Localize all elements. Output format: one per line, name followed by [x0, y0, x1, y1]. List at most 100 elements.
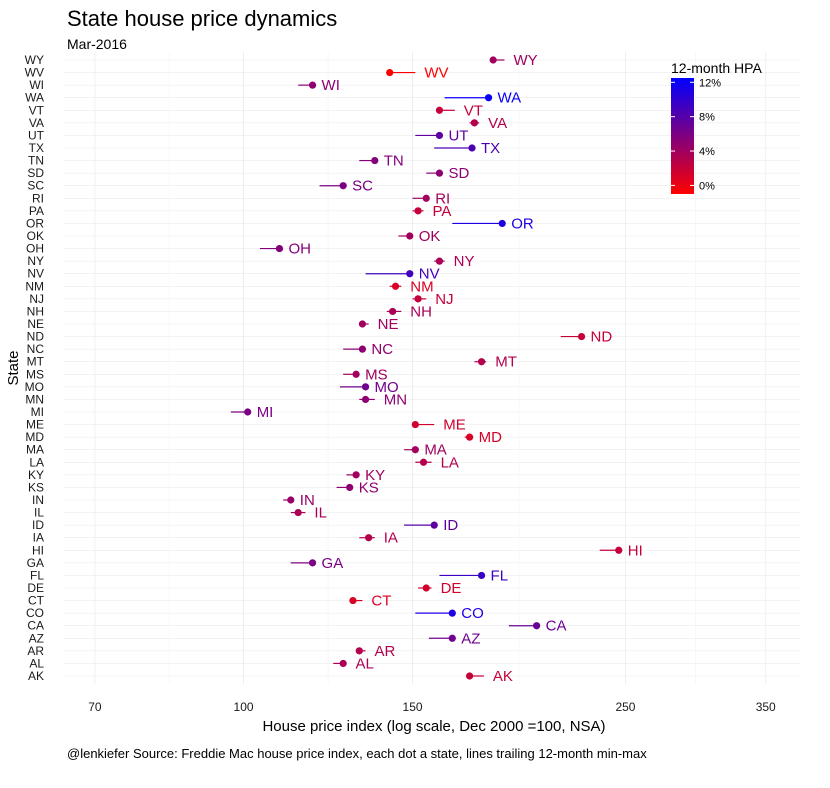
dot-co [448, 609, 456, 617]
y-tick-ms: MS [26, 367, 44, 381]
y-tick-nj: NJ [29, 292, 44, 306]
y-tick-ak: AK [28, 669, 44, 683]
legend-tick-label: 8% [699, 112, 715, 124]
dot-ms [352, 370, 360, 378]
dot-label-ga: GA [322, 555, 344, 572]
dot-label-de: DE [441, 580, 462, 597]
dot-label-vt: VT [464, 102, 483, 119]
dot-label-wi: WI [322, 77, 340, 94]
dot-label-ne: NE [378, 316, 399, 333]
y-tick-nv: NV [27, 267, 44, 281]
y-tick-ks: KS [28, 480, 44, 494]
dot-de [422, 584, 430, 592]
x-tick-350: 350 [756, 700, 776, 714]
y-tick-tn: TN [28, 154, 44, 168]
y-tick-mi: MI [31, 405, 44, 419]
y-tick-pa: PA [29, 204, 44, 218]
y-tick-ia: IA [33, 531, 44, 545]
dot-label-md: MD [479, 429, 502, 446]
dot-label-ny: NY [454, 253, 475, 270]
dot-ut [435, 131, 444, 140]
dot-label-wy: WY [513, 52, 537, 69]
y-tick-ky: KY [28, 468, 44, 482]
legend-color-bar [671, 78, 694, 194]
dot-az [448, 634, 456, 642]
x-axis-title: House price index (log scale, Dec 2000 =… [262, 718, 605, 735]
y-axis-title: State [5, 350, 22, 385]
dot-nh [389, 307, 397, 316]
dot-wy [489, 56, 497, 64]
dot-il [294, 508, 302, 517]
dot-label-ky: KY [365, 467, 385, 484]
y-tick-wa: WA [25, 91, 44, 105]
y-tick-al: AL [29, 656, 44, 670]
dot-tn [371, 156, 379, 165]
dot-ak [466, 672, 474, 680]
dot-label-pa: PA [433, 203, 452, 220]
dot-label-ms: MS [365, 366, 388, 383]
dot-layer [244, 56, 623, 680]
dot-in [287, 496, 295, 504]
dot-tx [468, 144, 476, 152]
dot-label-or: OR [511, 215, 534, 232]
dot-wa [484, 94, 493, 102]
dot-label-nd: ND [591, 329, 613, 346]
dot-ga [308, 559, 317, 567]
y-tick-nd: ND [27, 330, 45, 344]
dot-label-ct: CT [371, 593, 391, 610]
dot-ks [346, 483, 354, 492]
y-tick-la: LA [29, 455, 44, 469]
dot-label-co: CO [461, 605, 484, 622]
dot-ok [406, 232, 414, 240]
dot-ky [352, 471, 360, 479]
dot-label-me: ME [443, 417, 466, 434]
dot-label-sc: SC [352, 178, 373, 195]
y-tick-co: CO [26, 606, 44, 620]
dot-ny [435, 257, 444, 265]
dot-ia [365, 534, 373, 542]
x-tick-70: 70 [88, 700, 102, 714]
legend-ticks: 12% 8% 4% 0% [671, 77, 721, 192]
dot-label-va: VA [488, 115, 507, 132]
dot-label-nj: NJ [435, 291, 453, 308]
dot-label-il: IL [314, 505, 327, 522]
dot-label-ia: IA [384, 530, 398, 547]
y-tick-va: VA [29, 116, 44, 130]
dot-label-sd: SD [448, 165, 469, 182]
y-tick-ri: RI [32, 191, 44, 205]
dot-nj [414, 295, 422, 303]
dot-label-ks: KS [359, 479, 379, 496]
dot-label-ca: CA [546, 618, 567, 635]
dot-fl [477, 571, 486, 580]
dot-nm [391, 282, 400, 290]
y-tick-nh: NH [27, 304, 44, 318]
x-tick-250: 250 [615, 700, 635, 714]
x-axis: 70 100 150 250 350 [88, 700, 776, 714]
dot-va [470, 119, 479, 127]
y-tick-il: IL [34, 506, 44, 520]
dot-label-ok: OK [419, 228, 441, 245]
dot-label-az: AZ [461, 630, 480, 647]
y-tick-in: IN [32, 493, 44, 507]
y-tick-md: MD [25, 430, 44, 444]
chart-subtitle: Mar-2016 [67, 36, 127, 52]
dot-label-nv: NV [419, 266, 440, 283]
dot-label-mt: MT [495, 354, 517, 371]
y-tick-ga: GA [27, 556, 44, 570]
y-tick-wv: WV [25, 66, 44, 80]
dot-label-ma: MA [424, 442, 447, 459]
dot-sc [339, 182, 347, 190]
y-tick-wy: WY [25, 53, 44, 67]
dot-wv [386, 68, 394, 77]
y-tick-oh: OH [26, 242, 44, 256]
y-tick-wi: WI [29, 78, 44, 92]
y-tick-nm: NM [25, 279, 44, 293]
dot-id [430, 521, 438, 529]
legend-tick-label: 0% [699, 180, 715, 192]
y-tick-ma: MA [26, 443, 44, 457]
dot-label-id: ID [443, 517, 458, 534]
dot-me [411, 420, 419, 429]
y-tick-sd: SD [27, 166, 44, 180]
dot-label-tx: TX [481, 140, 500, 157]
dot-label-wa: WA [498, 90, 522, 107]
